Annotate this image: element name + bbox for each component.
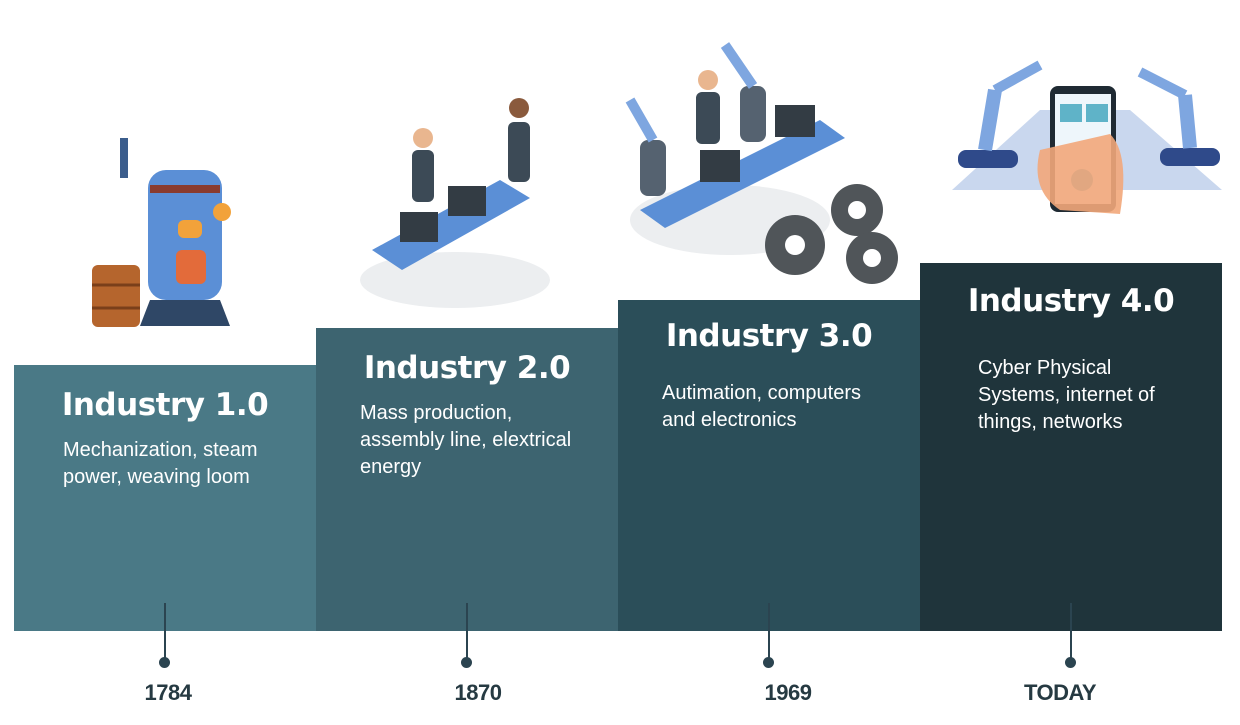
year-label: 1870: [454, 680, 502, 705]
timeline-dot: [159, 657, 170, 668]
timeline-dot: [763, 657, 774, 668]
timeline-stem: [466, 603, 468, 661]
stage-title: Industry 4.0: [967, 283, 1175, 319]
stage-description: Mechanization, steam power, weaving loom: [63, 439, 258, 488]
timeline-dot: [461, 657, 472, 668]
illustrations: [92, 42, 1222, 327]
year-label: TODAY: [1023, 680, 1097, 705]
timeline-dot: [1065, 657, 1076, 668]
stage-panel: Industry 1.0 Mechanization, steam power,…: [14, 365, 316, 631]
stage-description: Mass production, assembly line, elextric…: [360, 402, 572, 478]
steam-boiler-illustration: [92, 138, 231, 327]
assembly-line-illustration: [360, 98, 550, 308]
stage-panel: Industry 4.0 Cyber Physical Systems, int…: [920, 263, 1222, 631]
stage-panel: Industry 2.0 Mass production, assembly l…: [316, 328, 618, 631]
stage-description: Autimation, computers and electronics: [662, 382, 861, 431]
stage-panel: Industry 3.0 Autimation, computers and e…: [618, 300, 920, 631]
year-label: 1969: [764, 680, 812, 705]
stage-description: Cyber Physical Systems, internet of thin…: [978, 357, 1155, 433]
timeline-stem: [1070, 603, 1072, 661]
timeline-stem: [164, 603, 166, 661]
stage-title: Industry 2.0: [363, 350, 571, 386]
automation-illustration: [625, 42, 898, 284]
year-label: 1784: [144, 680, 192, 705]
stage-title: Industry 1.0: [61, 387, 269, 423]
stage-title: Industry 3.0: [665, 318, 873, 354]
timeline-stem: [768, 603, 770, 661]
smart-factory-illustration: [952, 60, 1222, 214]
